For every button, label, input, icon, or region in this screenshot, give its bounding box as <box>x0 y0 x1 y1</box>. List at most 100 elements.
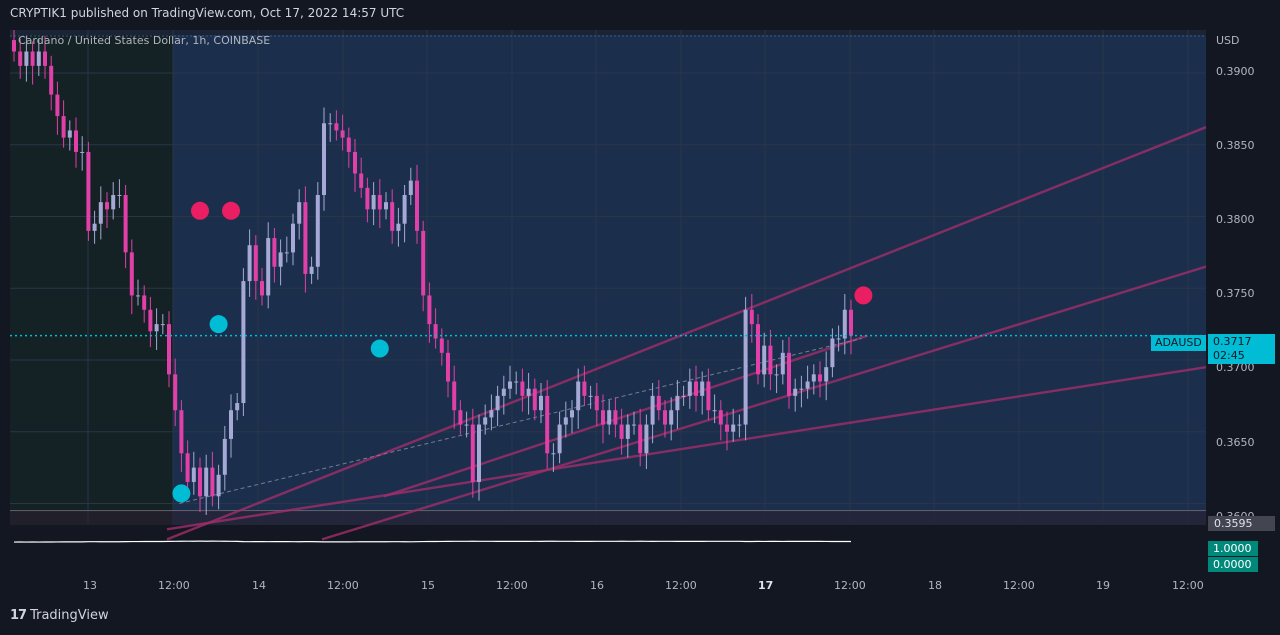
x-tick: 17 <box>758 579 774 592</box>
candle-body <box>532 388 537 411</box>
sell-signal-marker <box>854 286 873 305</box>
candle-body <box>650 395 655 425</box>
candle-body <box>464 424 469 426</box>
candle-body <box>768 345 773 375</box>
candle-body <box>526 388 531 396</box>
candle-body <box>849 309 853 336</box>
ticker-tag: ADAUSD <box>1151 335 1206 351</box>
candle-body <box>470 424 475 482</box>
candle-body <box>49 65 54 95</box>
candle-body <box>235 403 240 411</box>
candle-body <box>725 424 729 432</box>
brand-name[interactable]: TradingView <box>30 608 109 623</box>
candle-body <box>371 195 376 210</box>
candle-body <box>359 173 364 188</box>
candle-body <box>43 51 47 66</box>
x-tick: 14 <box>252 579 266 592</box>
symbol-label: Cardano / United States Dollar, 1h, COIN… <box>18 34 271 47</box>
candle-body <box>30 51 35 66</box>
candle-body <box>415 180 419 231</box>
chart-area[interactable] <box>10 30 1206 543</box>
candle-body <box>365 187 370 210</box>
candle-body <box>396 223 401 231</box>
candle-body <box>663 410 667 425</box>
candle-body <box>632 424 636 426</box>
y-tick: 0.3650 <box>1216 436 1255 449</box>
candle-body <box>706 381 711 411</box>
candle-body <box>520 381 525 396</box>
candle-body <box>774 374 779 376</box>
candle-body <box>67 130 72 138</box>
candle-body <box>154 324 159 332</box>
candle-body <box>160 324 165 326</box>
candle-body <box>805 381 810 389</box>
x-tick: 12:00 <box>1172 579 1204 592</box>
osc-high-tag: 1.0000 <box>1208 541 1258 556</box>
candle-body <box>334 123 339 131</box>
candle-body <box>216 474 221 497</box>
x-tick: 19 <box>1096 579 1110 592</box>
y-tick: 0.3850 <box>1216 139 1255 152</box>
buy-signal-marker <box>370 339 389 358</box>
candle-body <box>340 130 345 138</box>
x-tick: 12:00 <box>1003 579 1035 592</box>
trend-line <box>166 125 1206 541</box>
candle-body <box>700 381 705 396</box>
candle-body <box>842 309 847 339</box>
last-price-value: 0.3717 <box>1213 335 1252 348</box>
candle-body <box>557 424 562 454</box>
candle-body <box>501 388 506 396</box>
candle-body <box>787 352 791 396</box>
candle-body <box>18 51 23 66</box>
candle-body <box>253 245 258 282</box>
candle-body <box>427 295 432 325</box>
sell-signal-marker <box>191 201 209 220</box>
countdown-value: 02:45 <box>1213 349 1245 362</box>
y-tick: 0.3800 <box>1216 213 1255 226</box>
candle-body <box>229 410 233 439</box>
candle-body <box>185 453 190 482</box>
dashed-regression-line <box>179 337 862 504</box>
candle-body <box>433 324 438 339</box>
oscillator-line <box>13 540 852 543</box>
candle-body <box>309 266 314 274</box>
candle-body <box>743 309 748 425</box>
candle-body <box>148 309 153 332</box>
candle-body <box>514 381 519 383</box>
candle-body <box>811 374 816 382</box>
candle-body <box>210 467 215 497</box>
candle-body <box>266 238 271 296</box>
y-tick: 0.3900 <box>1216 65 1255 78</box>
candle-body <box>222 438 227 475</box>
trend-line <box>166 365 1206 531</box>
candle-body <box>681 395 686 397</box>
candle-body <box>601 410 605 425</box>
candle-body <box>625 424 630 439</box>
candle-body <box>749 309 754 325</box>
candle-body <box>489 410 494 418</box>
x-tick: 12:00 <box>834 579 866 592</box>
candle-body <box>545 395 550 454</box>
candle-body <box>315 195 320 267</box>
candle-body <box>297 202 302 224</box>
x-tick: 18 <box>928 579 942 592</box>
candle-body <box>458 410 463 425</box>
candle-body <box>241 281 246 404</box>
candle-body <box>272 238 277 267</box>
currency-label: USD <box>1216 34 1240 47</box>
shaded-zone-left <box>10 35 173 525</box>
candle-body <box>377 195 382 210</box>
candle-body <box>105 202 109 210</box>
sell-signal-marker <box>222 201 240 220</box>
candle-body <box>167 324 171 375</box>
candlestick-chart[interactable] <box>10 30 1206 543</box>
candle-body <box>204 467 209 497</box>
candle-body <box>173 374 178 411</box>
candle-body <box>551 453 556 455</box>
candle-body <box>477 424 481 482</box>
candle-body <box>619 424 624 439</box>
candle-body <box>607 410 612 425</box>
x-tick: 15 <box>421 579 435 592</box>
candle-body <box>539 395 543 411</box>
candle-body <box>439 338 444 353</box>
